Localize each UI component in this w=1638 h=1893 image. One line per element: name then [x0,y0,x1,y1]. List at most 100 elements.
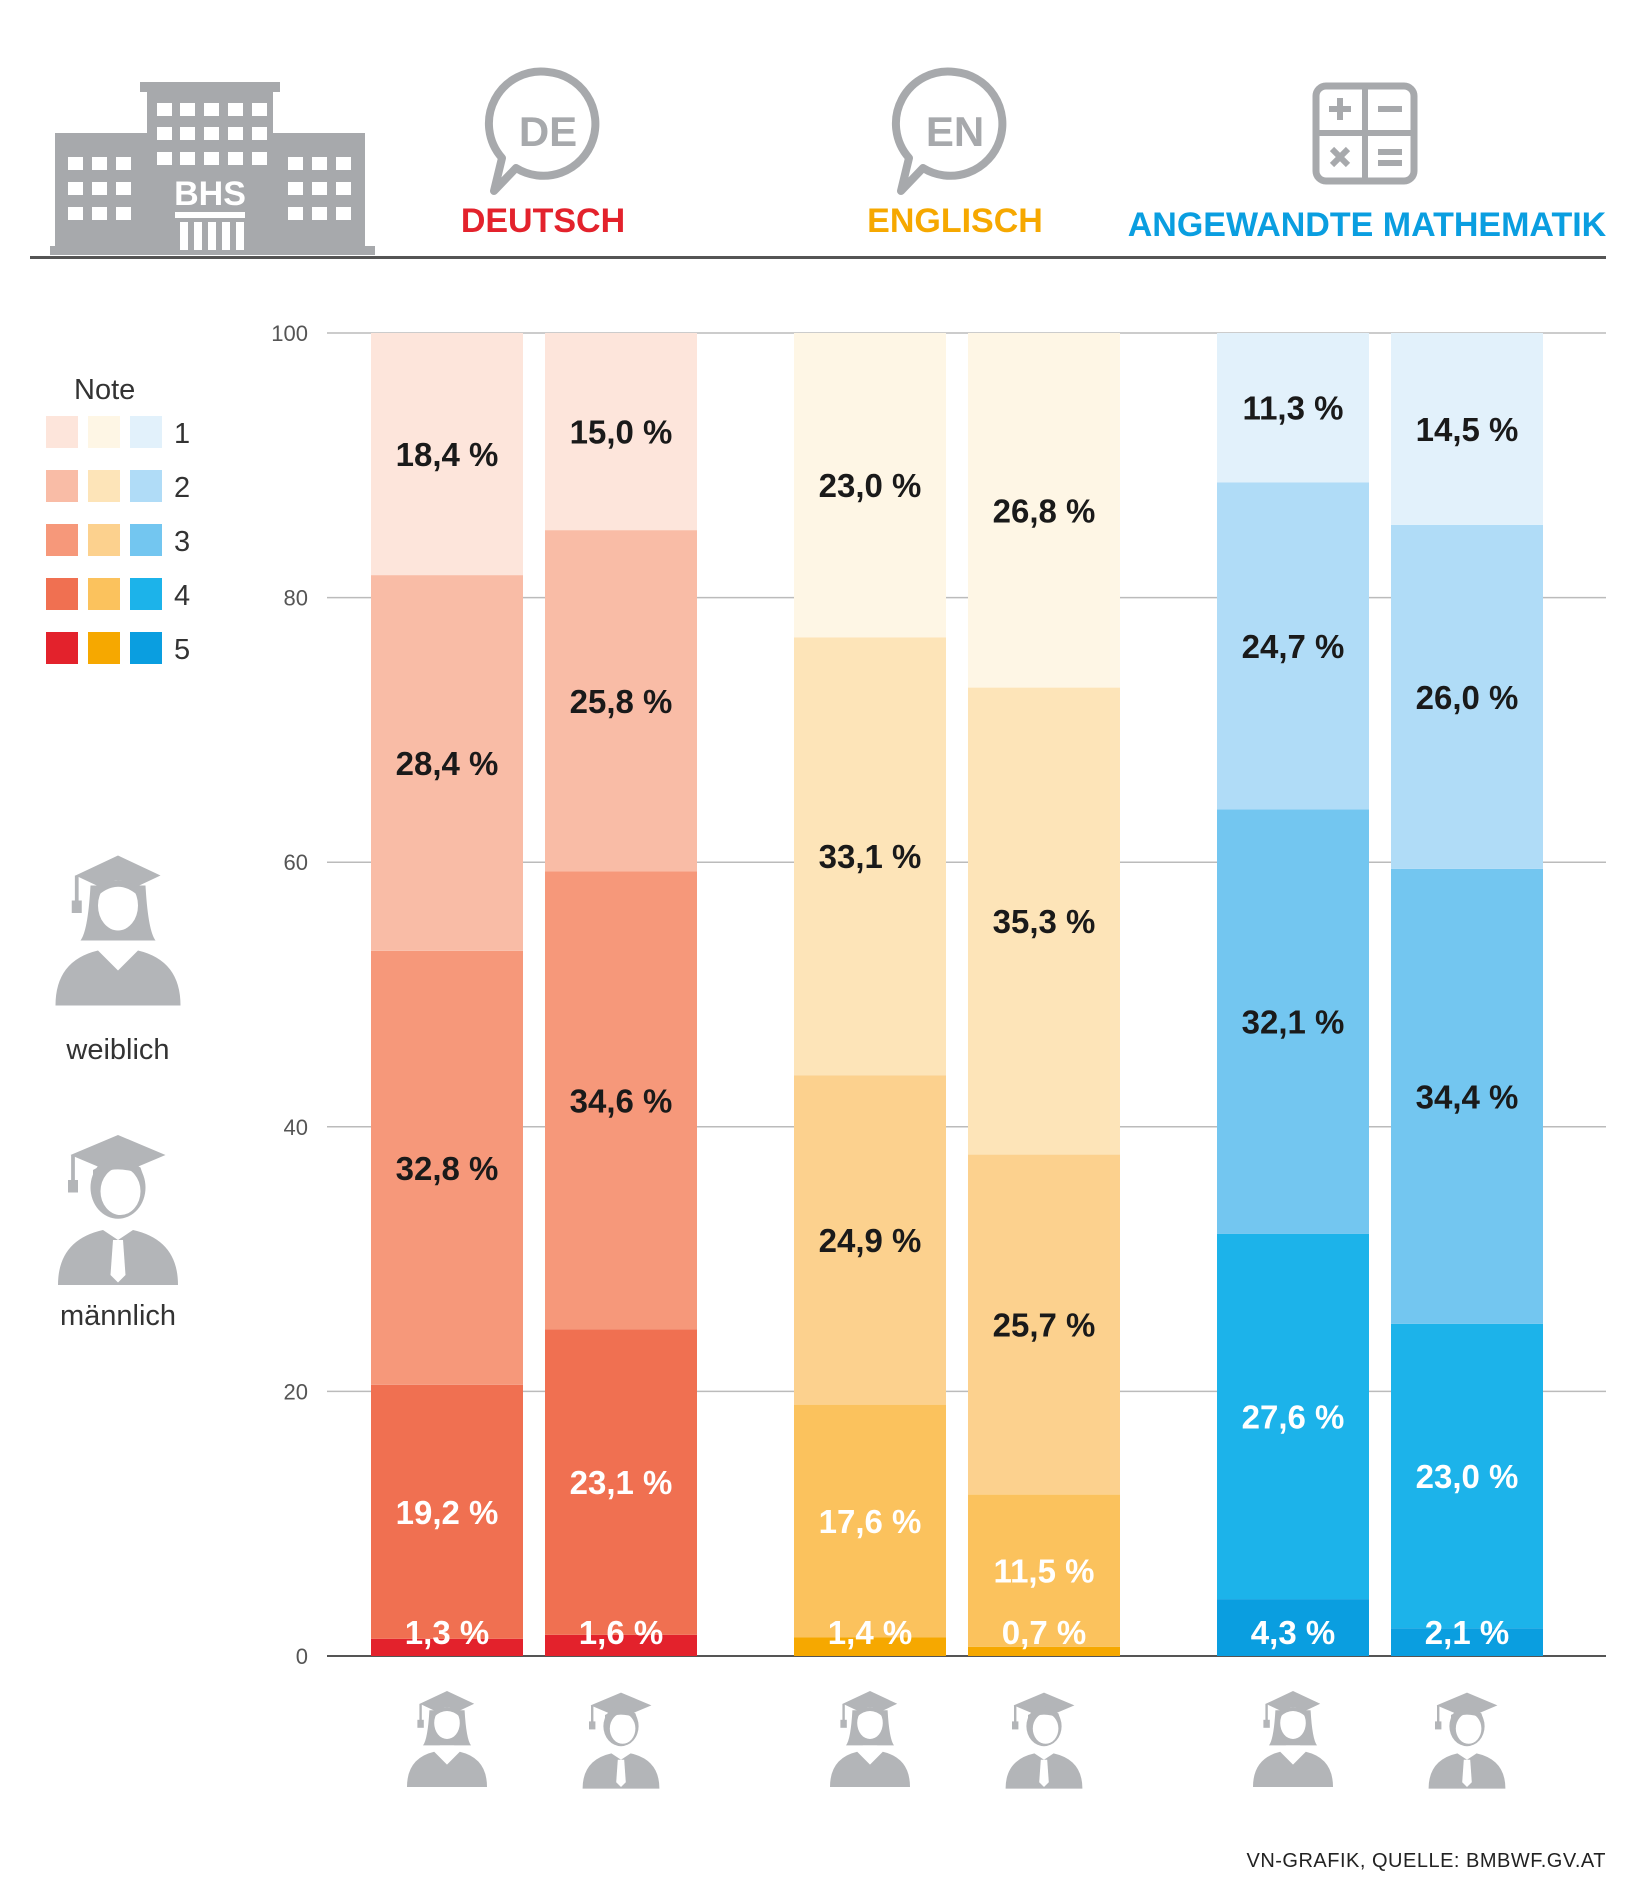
male-person-icon [581,1691,661,1790]
data-label: 33,1 % [819,838,922,875]
legend-grade-label: 4 [174,580,190,612]
icon-de-label: DE [519,108,577,155]
legend-swatch [88,632,120,664]
bar-segment [1391,1323,1543,1629]
speech-bubble-de-icon: DE [484,67,600,195]
bar-segment [794,1075,946,1405]
data-label: 23,1 % [570,1464,673,1501]
data-label: 14,5 % [1416,411,1519,448]
data-label: 25,7 % [993,1307,1096,1344]
data-label: 35,3 % [993,903,1096,940]
data-label: 0,7 % [1002,1614,1086,1651]
female-person-icon [53,853,183,1008]
data-label: 23,0 % [819,467,922,504]
bar-segment [371,1638,523,1656]
male-person-icon [56,1133,180,1287]
data-label: 11,5 % [994,1553,1095,1590]
y-tick-label: 100 [271,321,308,346]
bar-segment [1391,524,1543,869]
bar-segment [968,687,1120,1155]
legend-swatch [130,524,162,556]
data-label: 1,4 % [828,1614,912,1651]
data-label: 24,9 % [819,1222,922,1259]
data-label: 11,3 % [1243,390,1344,427]
y-tick-label: 40 [284,1115,308,1140]
data-label: 15,0 % [570,414,673,451]
legend-swatch [130,632,162,664]
bar-segment [1217,333,1369,483]
bar-segment [545,1329,697,1635]
calculator-icon [1312,82,1418,185]
bar-segment [794,637,946,1076]
school-label: BHS [174,175,246,213]
female-label: weiblich [65,1034,169,1066]
male-person-icon [1427,1691,1507,1790]
y-axis: 0 20 40 60 80 100 [271,321,308,1669]
legend-swatch [46,416,78,448]
data-label: 19,2 % [396,1494,499,1531]
data-label: 4,3 % [1251,1614,1335,1651]
female-person-icon [1251,1689,1335,1789]
y-tick-label: 60 [284,850,308,875]
male-person-icon [1004,1691,1084,1790]
bar-segment [1217,482,1369,810]
legend-swatch [88,470,120,502]
bar-segment [1391,1628,1543,1656]
legend-swatch [130,470,162,502]
bar-segment [545,333,697,531]
bar-segment [1217,809,1369,1234]
legend-swatch [130,578,162,610]
bar-segment [1391,333,1543,525]
bar-segment [794,333,946,638]
bar-segment [968,1154,1120,1495]
data-label: 1,3 % [405,1614,489,1651]
bar-segment [1217,1233,1369,1600]
bar-segment [371,1384,523,1639]
female-person-icon [405,1689,489,1789]
male-label: männlich [60,1300,176,1332]
bar-segment [545,530,697,872]
header-divider [30,256,1606,259]
legend-swatch [130,416,162,448]
data-label: 17,6 % [819,1503,922,1540]
data-label: 24,7 % [1242,628,1345,665]
bar-segment [1391,868,1543,1324]
legend-swatch [46,524,78,556]
data-label: 23,0 % [1416,1458,1519,1495]
bar-segment [545,1634,697,1656]
data-label: 26,8 % [993,492,1096,529]
y-tick-label: 0 [296,1644,308,1669]
school-building-icon: BHS [50,82,375,255]
legend-swatch [46,632,78,664]
data-label: 26,0 % [1416,679,1519,716]
source-credit: VN-GRAFIK, QUELLE: BMBWF.GV.AT [1246,1850,1606,1872]
data-label: 32,1 % [1242,1004,1345,1041]
bar-segment [968,1646,1120,1656]
legend-swatches: 1 2 3 4 5 [46,416,190,666]
y-tick-label: 20 [284,1379,308,1404]
legend-swatch [88,524,120,556]
legend-swatch [46,470,78,502]
bar-segment [794,1404,946,1638]
bar-segment [371,950,523,1385]
data-label: 27,6 % [1242,1399,1345,1436]
subject-title-mathematik: ANGEWANDTE MATHEMATIK [1128,206,1607,244]
icon-en-label: EN [926,108,984,155]
legend-swatch [88,416,120,448]
subject-title-deutsch: DEUTSCH [461,202,625,240]
bar-segment [794,1637,946,1656]
speech-bubble-en-icon: EN [891,67,1007,195]
data-label: 2,1 % [1425,1614,1509,1651]
bar-segment [968,333,1120,688]
bar-segment [371,333,523,576]
legend-grade-label: 1 [174,418,190,450]
legend-grade-label: 2 [174,472,190,504]
data-label: 32,8 % [396,1150,499,1187]
legend-title: Note [74,374,135,406]
subject-title-englisch: ENGLISCH [867,202,1043,240]
data-label: 18,4 % [396,436,499,473]
data-label: 34,6 % [570,1082,673,1119]
legend-swatch [46,578,78,610]
bar-segment [968,1494,1120,1647]
